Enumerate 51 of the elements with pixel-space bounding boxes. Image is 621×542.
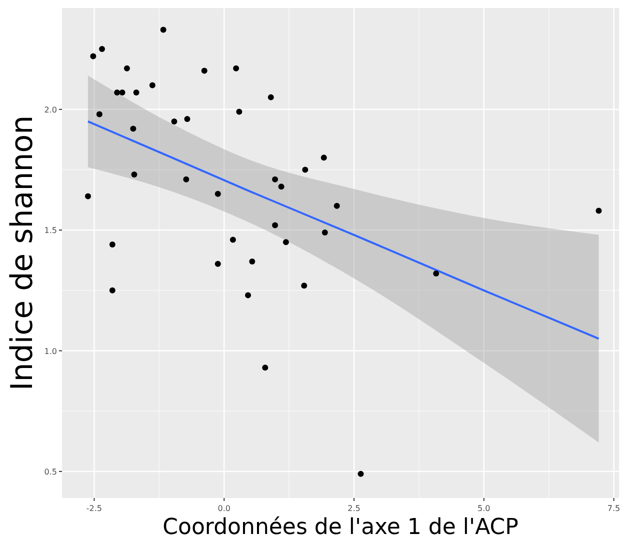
point — [214, 260, 221, 267]
point — [133, 89, 140, 96]
point — [358, 470, 364, 477]
point — [90, 53, 96, 60]
point — [183, 176, 190, 182]
point — [131, 172, 138, 178]
y-tick-label: 1.0 — [44, 346, 57, 356]
point — [322, 229, 328, 236]
point — [230, 236, 236, 243]
y-tick-label: 1.5 — [44, 226, 57, 236]
point — [272, 176, 278, 182]
x-tick-label: 5.0 — [478, 504, 490, 513]
point — [96, 111, 102, 118]
point — [334, 202, 340, 209]
point — [109, 287, 116, 294]
point — [84, 193, 91, 200]
point — [249, 258, 256, 264]
point — [130, 126, 136, 132]
point — [233, 65, 240, 72]
point — [184, 116, 190, 122]
point — [272, 222, 278, 228]
y-tick-label: 0.5 — [44, 467, 57, 476]
point — [124, 65, 130, 72]
point — [301, 282, 308, 289]
x-axis-title: Coordonnées de l'axe 1 de l'ACP — [162, 515, 518, 540]
point — [99, 46, 106, 52]
point — [278, 184, 284, 190]
point — [119, 89, 126, 96]
point — [236, 108, 242, 115]
point — [320, 154, 327, 161]
x-tick-label: 2.5 — [348, 504, 360, 513]
point — [109, 242, 116, 248]
line-series — [86, 120, 600, 340]
point — [171, 118, 178, 124]
point — [160, 26, 166, 33]
point — [268, 94, 274, 100]
x-tick-label: -2.5 — [86, 504, 102, 513]
point — [433, 270, 440, 277]
x-tick-label: 7.5 — [607, 504, 620, 513]
x-tick-label: 0.0 — [218, 504, 230, 513]
y-axis-title: Indice de shannon — [5, 115, 40, 391]
point — [201, 68, 208, 74]
point — [245, 292, 252, 298]
y-tick-label: 2.0 — [44, 105, 57, 114]
point — [149, 82, 156, 88]
point — [114, 89, 120, 96]
point — [214, 190, 221, 197]
point — [282, 239, 289, 246]
point — [596, 208, 602, 214]
point — [302, 166, 308, 173]
point — [262, 364, 268, 371]
